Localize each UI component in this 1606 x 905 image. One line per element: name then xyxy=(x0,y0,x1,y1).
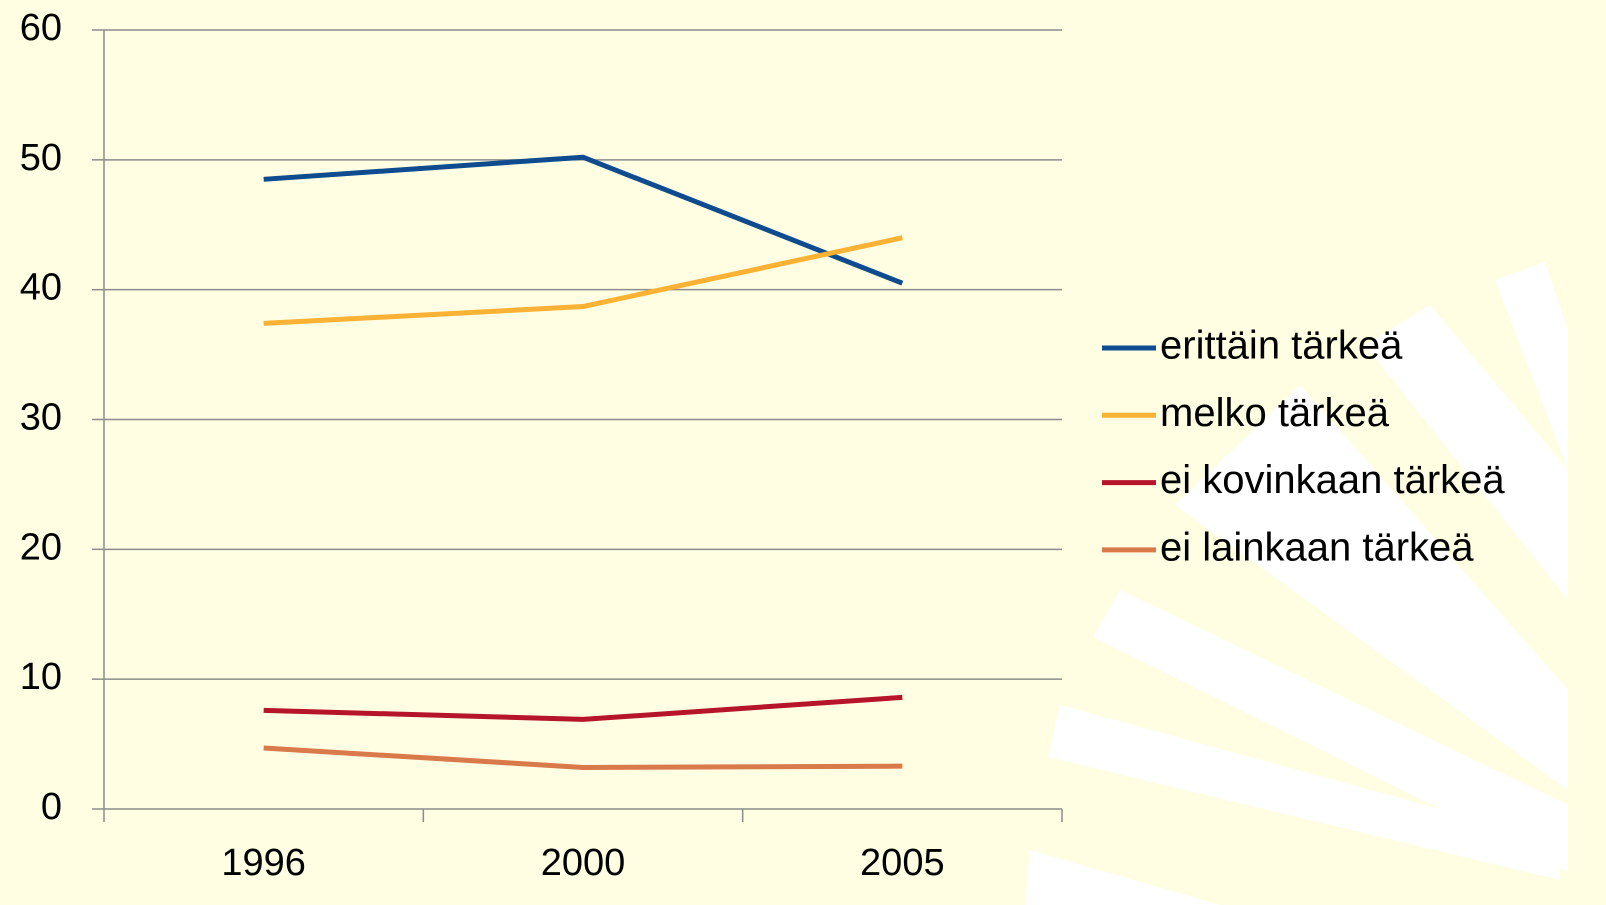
y-tick-label: 50 xyxy=(20,137,62,179)
y-tick-label: 60 xyxy=(20,7,62,49)
legend-label: ei kovinkaan tärkeä xyxy=(1160,458,1505,502)
y-tick-label: 10 xyxy=(20,656,62,698)
plot-area: 0 10 20 30 40 50 60 1996 2000 2005 erittäin tärkeä… xyxy=(20,7,1506,884)
y-tick-label: 40 xyxy=(20,267,62,309)
y-tick-label: 20 xyxy=(20,526,62,568)
x-tick-label: 2005 xyxy=(860,842,945,884)
ray xyxy=(1093,590,1568,872)
ray xyxy=(1175,385,1568,790)
legend-label: melko tärkeä xyxy=(1160,391,1390,435)
legend-label: ei lainkaan tärkeä xyxy=(1160,525,1474,569)
decoration-rays xyxy=(1025,262,1568,905)
line-series xyxy=(263,154,904,286)
line-series xyxy=(263,745,903,770)
x-tick-label: 1996 xyxy=(221,842,306,884)
y-tick-label: 0 xyxy=(41,786,62,828)
legend-label: erittäin tärkeä xyxy=(1160,324,1403,368)
ray xyxy=(1025,850,1220,905)
x-tick-label: 2000 xyxy=(541,842,626,884)
ray xyxy=(1365,305,1568,600)
ray xyxy=(1048,705,1560,880)
y-tick-label: 30 xyxy=(20,397,62,439)
line-series xyxy=(263,694,903,722)
line-series xyxy=(263,235,903,326)
ray xyxy=(1495,262,1568,470)
